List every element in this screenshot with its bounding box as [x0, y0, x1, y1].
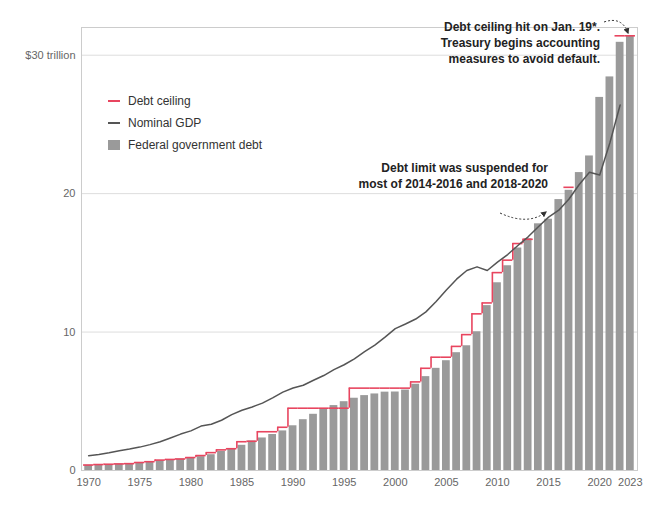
svg-text:2023: 2023 [618, 476, 642, 488]
svg-text:1980: 1980 [179, 476, 203, 488]
svg-text:1975: 1975 [128, 476, 152, 488]
svg-text:1970: 1970 [76, 476, 100, 488]
svg-text:20: 20 [63, 187, 75, 199]
svg-text:2010: 2010 [485, 476, 509, 488]
svg-text:$30 trillion: $30 trillion [25, 49, 75, 61]
svg-text:2020: 2020 [587, 476, 611, 488]
svg-text:2005: 2005 [434, 476, 458, 488]
html-text:Debt ceiling: Debt ceiling [128, 94, 191, 108]
svg-text:1985: 1985 [230, 476, 254, 488]
svg-text:1990: 1990 [281, 476, 305, 488]
html-text:Debt ceiling hit on Jan. 19*.: Debt ceiling hit on Jan. 19*. Treasury b… [440, 20, 600, 66]
svg-text:1995: 1995 [332, 476, 356, 488]
html-text:Federal government debt: Federal government debt [128, 138, 263, 152]
html-text:Debt limit was suspended for m: Debt limit was suspended for most of 201… [358, 161, 548, 191]
svg-text:0: 0 [69, 464, 75, 476]
html-text:Nominal GDP: Nominal GDP [128, 116, 202, 130]
svg-text:2000: 2000 [383, 476, 407, 488]
svg-text:2015: 2015 [536, 476, 560, 488]
svg-text:10: 10 [63, 326, 75, 338]
